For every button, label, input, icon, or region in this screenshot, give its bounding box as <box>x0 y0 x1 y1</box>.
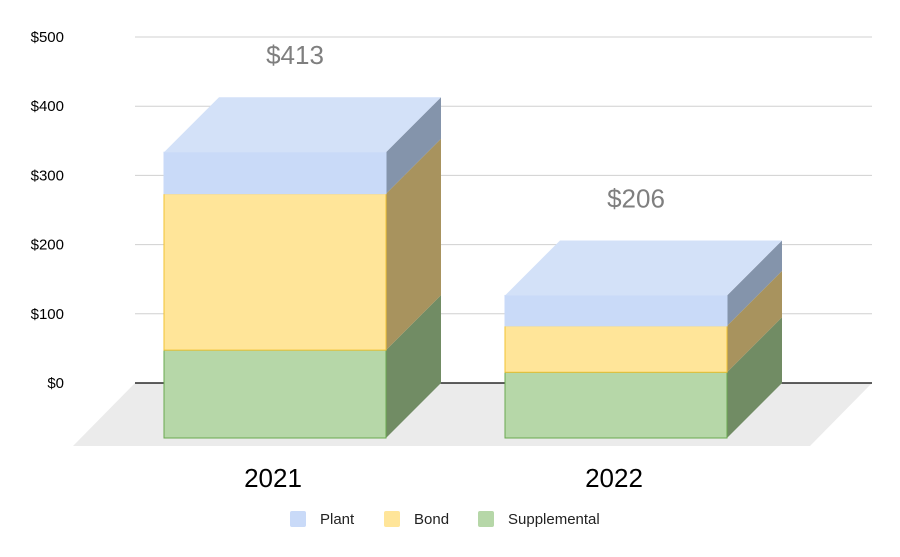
bar-side-plant-2022 <box>727 240 782 326</box>
x-tick-label: 2021 <box>244 463 302 493</box>
y-tick-label: $200 <box>31 237 64 254</box>
y-tick-label: $400 <box>31 98 64 115</box>
bar-side-bond-2021 <box>386 138 441 351</box>
legend-label: Supplemental <box>508 511 600 528</box>
bar-top-2021 <box>164 97 441 153</box>
y-tick-label: $500 <box>31 29 64 46</box>
legend-swatch-plant <box>290 511 306 527</box>
bar-segment-bond-2022 <box>504 325 728 373</box>
bar-segment-plant-2022 <box>504 294 728 327</box>
legend-swatch-bond <box>384 511 400 527</box>
bar-side-supplemental-2021 <box>386 295 441 438</box>
total-label: $206 <box>607 183 665 213</box>
legend-swatch-supplemental <box>478 511 494 527</box>
legend-label: Bond <box>414 511 449 528</box>
bar-side-bond-2022 <box>727 270 782 373</box>
total-label: $413 <box>266 40 324 70</box>
bar-segment-bond-2021 <box>163 193 387 351</box>
bar-side-plant-2021 <box>386 97 441 194</box>
bar-segment-plant-2021 <box>163 151 387 195</box>
legend-label: Plant <box>320 511 355 528</box>
bar-top-2022 <box>505 240 782 296</box>
y-tick-label: $100 <box>31 306 64 323</box>
x-tick-label: 2022 <box>585 463 643 493</box>
bar-segment-supplemental-2021 <box>163 349 387 439</box>
y-tick-label: $300 <box>31 167 64 184</box>
y-tick-label: $0 <box>47 375 64 392</box>
bar-segment-supplemental-2022 <box>504 371 728 439</box>
bar-side-supplemental-2022 <box>727 317 782 438</box>
